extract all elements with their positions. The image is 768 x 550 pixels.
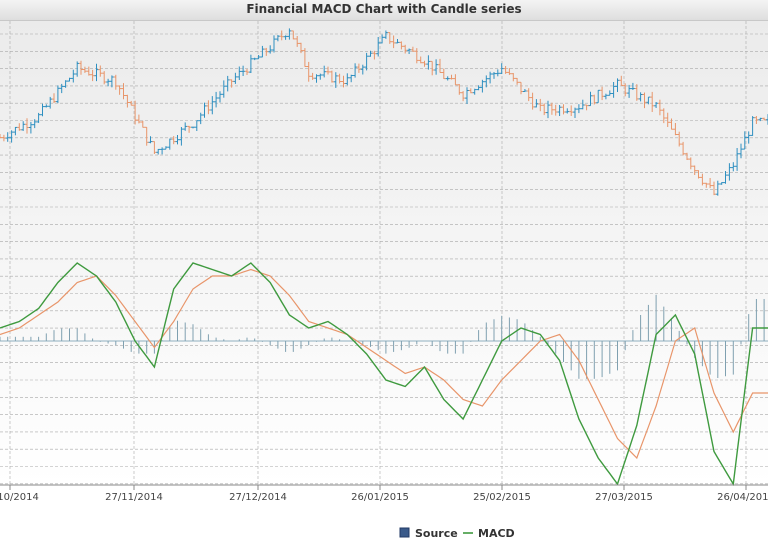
x-axis-ticks: 27/10/2014 27/11/2014 27/12/2014 26/01/2015… [0,485,768,503]
legend-source-label: Source [415,527,458,540]
x-tick-label: 26/01/2015 [351,492,409,503]
x-tick-label: 27/11/2014 [105,492,163,503]
macd-histogram [0,294,765,379]
vertical-grid [9,21,747,485]
x-tick-label: 27/10/2014 [0,492,39,503]
candle-series [0,28,768,196]
legend-macd-label: MACD [478,527,515,540]
title-bar: Financial MACD Chart with Candle series [0,0,768,21]
chart-title: Financial MACD Chart with Candle series [246,2,522,16]
x-tick-label: 27/03/2015 [595,492,653,503]
legend: Source MACD [399,527,515,540]
macd-line [0,262,768,487]
x-tick-label: 25/02/2015 [473,492,531,503]
x-tick-label: 26/04/2015 [717,492,768,503]
signal-line [0,268,768,460]
horizontal-grid [0,33,768,485]
x-tick-label: 27/12/2014 [229,492,287,503]
legend-source-marker [399,527,410,538]
